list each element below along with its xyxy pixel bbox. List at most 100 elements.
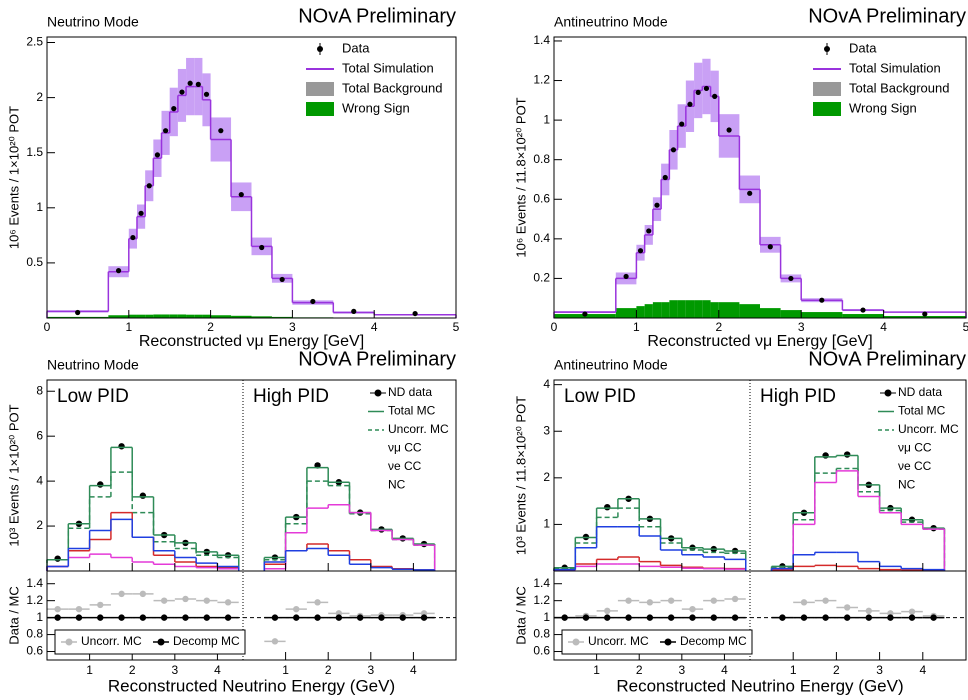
ratio-y-tick-label: 1: [543, 610, 550, 624]
data-point: [351, 308, 357, 314]
ratio-point: [604, 614, 611, 621]
ratio-point: [908, 614, 916, 621]
x-tick-label: 4: [410, 663, 417, 677]
data-point: [163, 128, 169, 134]
ratio-point: [625, 614, 632, 621]
data-point: [646, 228, 652, 234]
chart-title: NOvA Preliminary: [298, 5, 456, 27]
ratio-y-axis-label: Data / MC: [513, 586, 528, 645]
ratio-legend-label: Decomp MC: [680, 634, 747, 648]
y-tick-label: 2: [36, 90, 43, 104]
ratio-point: [865, 607, 872, 615]
x-tick-label: 1: [125, 320, 132, 334]
ratio-point: [314, 614, 321, 621]
data-point: [604, 503, 611, 511]
data-point: [679, 121, 685, 127]
data-point: [310, 298, 316, 305]
ratio-point: [710, 614, 717, 621]
fill-bar: [718, 302, 740, 318]
ratio-point: [646, 599, 654, 606]
x-tick-label: 1: [633, 320, 640, 334]
mode-label: Antineutrino Mode: [554, 357, 668, 373]
fill-bar: [271, 316, 293, 318]
legend-label: NC: [388, 478, 406, 492]
legend-label: νμ CC: [898, 441, 932, 455]
ratio-y-tick-label: 0.6: [26, 644, 43, 658]
legend-marker: [572, 638, 580, 646]
fill-bar: [153, 314, 162, 318]
fill-bar: [108, 315, 129, 318]
fill-bar: [169, 314, 178, 318]
y-tick-label: 1.4: [533, 33, 550, 47]
data-point: [670, 147, 677, 153]
y-tick-label: 1: [543, 517, 550, 531]
ratio-point: [561, 614, 568, 621]
legend-marker: [157, 638, 165, 646]
ratio-point: [667, 597, 675, 604]
data-point: [54, 555, 61, 562]
y-tick-label: 0.5: [26, 255, 43, 269]
mode-label: Neutrino Mode: [47, 14, 139, 30]
legend-label: νμ CC: [388, 441, 422, 455]
panel-label: Low PID: [564, 386, 636, 407]
legend-label: Total Background: [342, 80, 442, 95]
legend-label: Total MC: [898, 404, 946, 418]
y-axis-label: 10⁶ Events / 11.8×10²⁰ POT: [513, 97, 528, 257]
data-point: [687, 101, 693, 107]
x-tick-label: 5: [963, 320, 968, 334]
ratio-point: [646, 614, 654, 621]
panel-label: Low PID: [57, 386, 129, 407]
y-tick-label: 0.6: [533, 191, 550, 205]
fill-bar: [251, 316, 272, 318]
data-point: [154, 152, 161, 158]
x-tick-label: 3: [876, 663, 883, 677]
ratio-y-tick-label: 1.2: [26, 593, 43, 607]
x-tick-label: 2: [207, 320, 214, 334]
data-point: [179, 89, 185, 95]
ratio-point: [293, 605, 300, 613]
x-tick-label: 2: [636, 663, 643, 677]
data-point: [822, 452, 829, 459]
y-tick-label: 1: [36, 200, 43, 214]
legend-marker: [664, 638, 672, 646]
fill-bar: [186, 314, 195, 318]
ratio-legend-label: Uncorr. MC: [588, 634, 649, 648]
ratio-point: [887, 614, 894, 621]
ratio-frame: [46, 570, 457, 661]
fill-bar: [636, 306, 645, 318]
fill-bar: [801, 312, 843, 318]
ratio-point: [800, 614, 808, 621]
y-tick-label: 3: [543, 423, 550, 437]
legend-marker: [317, 46, 323, 52]
data-point: [146, 183, 152, 189]
data-point: [654, 202, 660, 208]
ratio-point: [203, 597, 210, 604]
y-tick-label: 4: [36, 473, 43, 487]
fill-bar: [128, 314, 137, 318]
fill-bar: [842, 314, 884, 318]
y-tick-label: 0.8: [533, 152, 550, 166]
data-point: [767, 244, 773, 250]
fill-bar: [210, 315, 232, 318]
fill-bar: [760, 308, 781, 318]
ratio-point: [182, 614, 189, 621]
ratio-point: [844, 604, 851, 611]
ratio-point: [625, 597, 632, 604]
x-tick-label: 1: [282, 663, 289, 677]
x-tick-label: 1: [86, 663, 93, 677]
fill-bar: [652, 302, 662, 318]
fill-bar: [685, 300, 695, 318]
panel-label: High PID: [760, 386, 836, 407]
data-point: [747, 190, 753, 196]
ratio-point: [271, 614, 279, 621]
data-point: [788, 275, 794, 282]
data-point: [637, 248, 644, 254]
ratio-legend-box: [561, 629, 753, 655]
legend-marker: [306, 82, 334, 96]
x-tick-label: 0: [44, 320, 51, 334]
data-point: [130, 234, 136, 241]
ratio-point: [75, 614, 83, 621]
ratio-y-tick-label: 0.8: [533, 627, 550, 641]
data-point: [819, 297, 825, 303]
ratio-point: [378, 614, 385, 621]
